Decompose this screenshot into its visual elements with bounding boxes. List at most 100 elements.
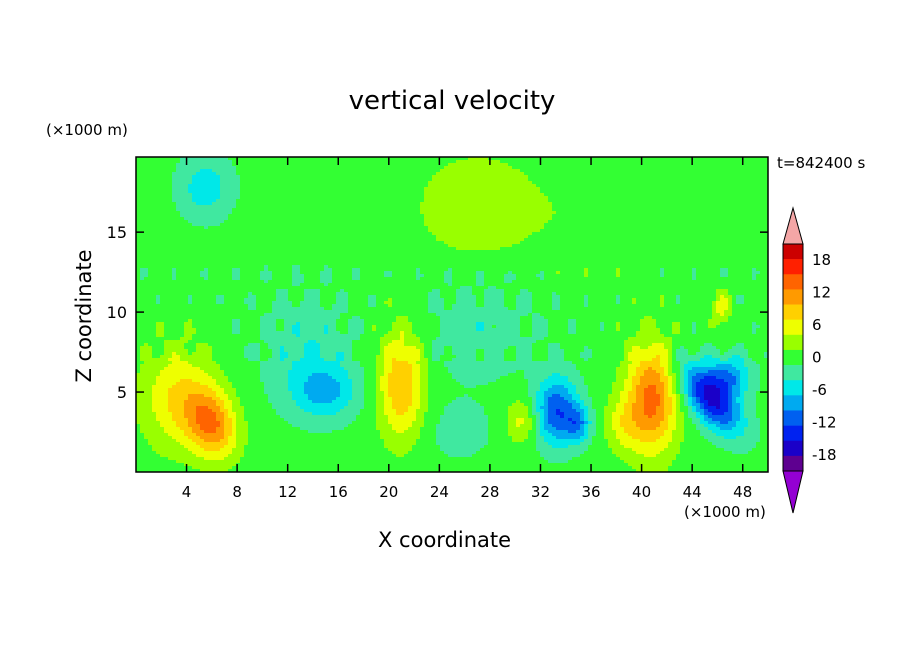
field-cell	[640, 202, 645, 206]
field-cell	[360, 214, 365, 218]
field-cell	[364, 214, 369, 218]
field-cell	[492, 190, 497, 194]
field-cell	[188, 157, 193, 161]
field-cell	[140, 169, 145, 173]
field-cell	[348, 220, 353, 224]
field-cell	[580, 223, 585, 227]
field-cell	[492, 196, 497, 200]
field-cell	[388, 208, 393, 212]
field-cell	[460, 208, 465, 212]
field-cell	[188, 205, 193, 209]
field-cell	[312, 196, 317, 200]
field-cell	[604, 175, 609, 179]
field-cell	[360, 250, 365, 254]
field-cell	[204, 238, 209, 242]
field-cell	[708, 196, 713, 200]
field-cell	[156, 214, 161, 218]
field-cell	[456, 181, 461, 185]
field-cell	[636, 220, 641, 224]
field-cell	[524, 229, 529, 233]
field-cell	[144, 157, 149, 161]
field-cell	[248, 220, 253, 224]
field-cell	[652, 190, 657, 194]
field-cell	[404, 172, 409, 176]
field-cell	[636, 208, 641, 212]
field-cell	[204, 175, 209, 179]
field-cell	[500, 244, 505, 248]
field-cell	[588, 214, 593, 218]
field-cell	[516, 214, 521, 218]
field-cell	[680, 178, 685, 182]
field-cell	[304, 238, 309, 242]
field-cell	[424, 229, 429, 233]
field-cell	[140, 208, 145, 212]
field-cell	[172, 181, 177, 185]
field-cell	[460, 250, 465, 254]
field-cell	[508, 163, 513, 167]
field-cell	[296, 175, 301, 179]
field-cell	[540, 178, 545, 182]
field-cell	[716, 190, 721, 194]
field-cell	[284, 172, 289, 176]
field-cell	[168, 217, 173, 221]
field-cell	[660, 217, 665, 221]
field-cell	[144, 208, 149, 212]
field-cell	[628, 238, 633, 242]
field-cell	[408, 211, 413, 215]
field-cell	[680, 175, 685, 179]
field-cell	[360, 241, 365, 245]
field-cell	[500, 184, 505, 188]
field-cell	[316, 163, 321, 167]
field-cell	[764, 193, 769, 197]
field-cell	[176, 166, 181, 170]
field-cell	[600, 172, 605, 176]
field-cell	[664, 229, 669, 233]
field-cell	[200, 169, 205, 173]
field-cell	[344, 160, 349, 164]
field-cell	[684, 214, 689, 218]
field-cell	[672, 211, 677, 215]
field-cell	[648, 226, 653, 230]
field-cell	[544, 241, 549, 245]
field-cell	[644, 190, 649, 194]
field-cell	[556, 226, 561, 230]
field-cell	[528, 208, 533, 212]
field-cell	[356, 160, 361, 164]
field-cell	[724, 181, 729, 185]
field-cell	[256, 241, 261, 245]
field-cell	[388, 193, 393, 197]
field-cell	[380, 232, 385, 236]
field-cell	[392, 229, 397, 233]
field-cell	[284, 178, 289, 182]
field-cell	[404, 181, 409, 185]
field-cell	[312, 247, 317, 251]
field-cell	[744, 241, 749, 245]
field-cell	[520, 157, 525, 161]
field-cell	[416, 193, 421, 197]
field-cell	[452, 163, 457, 167]
field-cell	[484, 199, 489, 203]
field-cell	[716, 247, 721, 251]
field-cell	[584, 238, 589, 242]
field-cell	[216, 214, 221, 218]
field-cell	[500, 235, 505, 239]
field-cell	[660, 247, 665, 251]
field-cell	[416, 175, 421, 179]
field-cell	[648, 172, 653, 176]
field-cell	[220, 175, 225, 179]
field-cell	[268, 235, 273, 239]
field-cell	[396, 250, 401, 254]
field-cell	[724, 244, 729, 248]
field-cell	[304, 202, 309, 206]
field-cell	[764, 202, 769, 206]
field-cell	[140, 235, 145, 239]
field-cell	[556, 163, 561, 167]
field-cell	[168, 223, 173, 227]
field-cell	[584, 175, 589, 179]
field-cell	[584, 202, 589, 206]
field-cell	[688, 208, 693, 212]
field-cell	[204, 208, 209, 212]
field-cell	[368, 184, 373, 188]
field-cell	[536, 226, 541, 230]
field-cell	[380, 196, 385, 200]
